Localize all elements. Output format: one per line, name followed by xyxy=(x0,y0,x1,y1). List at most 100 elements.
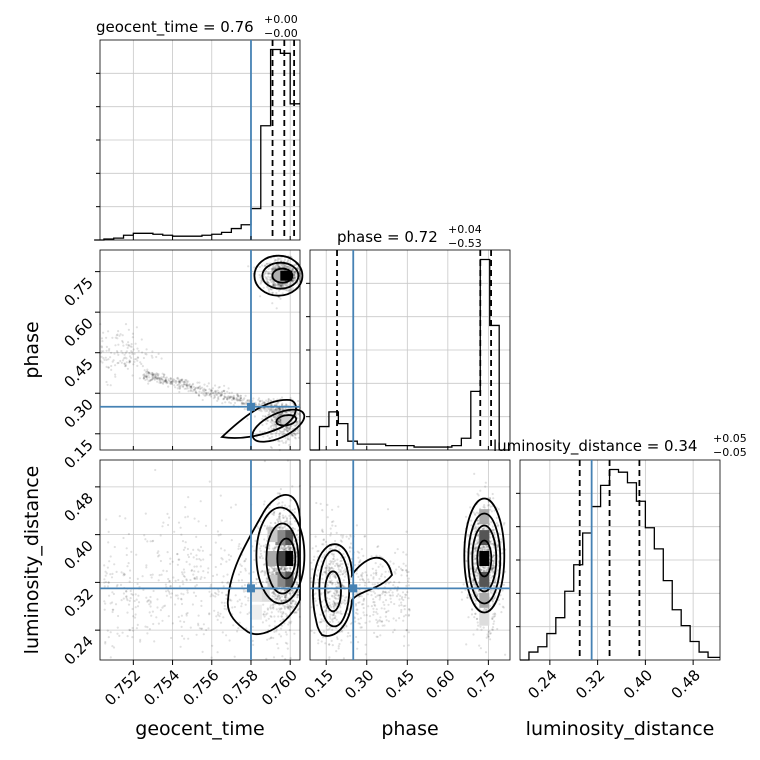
sample-point xyxy=(276,409,280,412)
sample-point xyxy=(281,501,284,504)
sample-point xyxy=(146,600,149,603)
sample-point xyxy=(276,409,279,413)
sample-point xyxy=(357,575,360,579)
sample-point xyxy=(297,594,300,597)
sample-point xyxy=(273,615,276,618)
sample-point xyxy=(223,395,226,399)
sample-point xyxy=(480,628,483,631)
sample-point xyxy=(288,266,292,270)
sample-point xyxy=(179,385,182,388)
sample-point xyxy=(195,554,198,557)
sample-point xyxy=(280,283,283,286)
sample-point xyxy=(271,571,274,574)
sample-point xyxy=(474,612,477,616)
sample-point xyxy=(190,385,193,388)
sample-point xyxy=(259,552,262,555)
sample-point xyxy=(197,570,200,573)
sample-point xyxy=(283,549,286,552)
sample-point xyxy=(128,599,131,603)
sample-point xyxy=(465,560,468,563)
sample-point xyxy=(191,603,194,606)
sample-point xyxy=(237,547,240,551)
sample-point xyxy=(349,600,352,603)
sample-point xyxy=(214,384,217,387)
sample-point xyxy=(359,574,362,577)
sample-point xyxy=(206,393,209,396)
sample-point xyxy=(178,380,181,383)
sample-point xyxy=(310,577,313,580)
sample-point xyxy=(332,520,335,523)
sample-point xyxy=(154,376,157,379)
sample-point xyxy=(363,597,366,600)
sample-point xyxy=(220,394,223,397)
sample-point xyxy=(340,600,343,603)
sample-point xyxy=(119,583,123,587)
sample-point xyxy=(289,592,292,595)
sample-point xyxy=(379,634,382,637)
sample-point xyxy=(276,283,280,286)
sample-point xyxy=(123,362,126,365)
sample-point xyxy=(189,385,192,388)
sample-point xyxy=(266,638,269,641)
sample-point xyxy=(476,593,479,596)
sample-point xyxy=(296,593,299,597)
sample-point xyxy=(147,372,150,375)
sample-point xyxy=(217,397,220,400)
sample-point xyxy=(396,548,399,551)
sample-point xyxy=(99,360,102,363)
sample-point xyxy=(363,584,367,587)
sample-point xyxy=(121,339,124,343)
sample-point xyxy=(228,401,231,404)
sample-point xyxy=(141,365,144,368)
sample-point xyxy=(286,528,289,531)
sample-point xyxy=(272,282,275,285)
sample-point xyxy=(271,410,274,413)
sample-point xyxy=(383,607,386,610)
sample-point xyxy=(265,285,269,289)
sample-point xyxy=(169,382,172,385)
sample-point xyxy=(268,272,271,275)
sample-point xyxy=(284,596,287,599)
sample-point xyxy=(392,617,395,620)
sample-point xyxy=(311,547,314,550)
sample-point xyxy=(464,515,468,518)
sample-point xyxy=(173,384,176,387)
sample-point xyxy=(273,418,276,421)
sample-point xyxy=(267,397,270,401)
sample-point xyxy=(197,614,200,617)
sample-point xyxy=(254,539,257,543)
sample-point xyxy=(491,543,494,546)
sample-point xyxy=(314,582,317,585)
sample-point xyxy=(112,359,115,362)
sample-point xyxy=(107,330,110,333)
sample-point xyxy=(326,591,329,594)
sample-point xyxy=(260,408,263,411)
sample-point xyxy=(405,530,408,533)
sample-point xyxy=(493,509,496,512)
sample-point xyxy=(252,397,255,400)
sample-point xyxy=(498,532,501,535)
sample-point xyxy=(269,403,272,407)
sample-point xyxy=(286,289,289,292)
sample-point xyxy=(118,334,121,337)
sample-point xyxy=(341,566,344,569)
sample-point xyxy=(375,573,378,577)
sample-point xyxy=(217,593,220,596)
sample-point xyxy=(496,545,499,548)
sample-point xyxy=(276,415,279,418)
sample-point xyxy=(132,629,135,632)
sample-point xyxy=(349,534,352,537)
sample-point xyxy=(344,570,347,573)
sample-point xyxy=(329,527,332,530)
sample-point xyxy=(282,604,285,607)
sample-point xyxy=(199,500,202,503)
sample-point xyxy=(326,516,329,519)
sample-point xyxy=(247,582,250,585)
sample-point xyxy=(274,267,278,270)
sample-point xyxy=(186,382,189,385)
sample-point xyxy=(283,432,286,435)
sample-point xyxy=(151,373,155,376)
sample-point xyxy=(172,576,175,579)
sample-point xyxy=(157,555,160,558)
sample-point xyxy=(354,620,357,623)
